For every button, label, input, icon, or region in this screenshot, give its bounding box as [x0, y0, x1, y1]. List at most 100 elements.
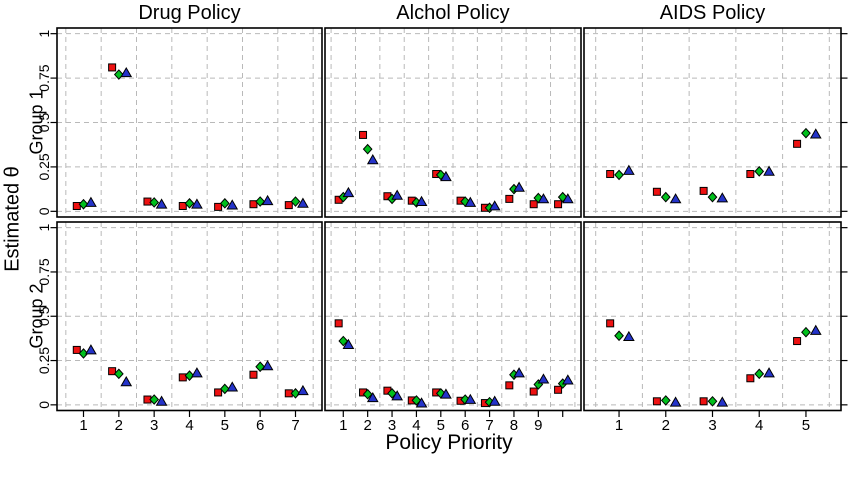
- x-tick-label: 1: [615, 417, 623, 434]
- marker-diamond: [255, 361, 266, 373]
- x-tick-label: 5: [221, 417, 229, 434]
- x-tick-label: 2: [115, 417, 123, 434]
- marker-triangle: [809, 324, 822, 335]
- marker-square: [529, 387, 538, 396]
- x-tick-label: 3: [150, 417, 158, 434]
- marker-diamond: [754, 368, 765, 380]
- x-tick-label: 7: [485, 417, 493, 434]
- marker-triangle: [297, 197, 309, 208]
- marker-diamond: [614, 330, 624, 342]
- y-tick-label: 0: [36, 207, 52, 215]
- marker-square: [554, 385, 563, 394]
- y-tick-label: 1: [36, 224, 52, 232]
- y-tick-label: 0.5: [36, 113, 52, 133]
- marker-square: [505, 194, 514, 203]
- panel-group-2-drug-policy: [56, 221, 323, 412]
- marker-square: [746, 374, 755, 383]
- marker-diamond: [362, 388, 373, 400]
- x-tick-label: 2: [363, 417, 371, 434]
- marker-square: [529, 200, 538, 209]
- marker-diamond: [707, 395, 718, 407]
- marker-triangle: [297, 384, 309, 396]
- marker-diamond: [660, 395, 671, 406]
- panel-group-1-drug-policy: [56, 27, 323, 218]
- marker-diamond: [387, 387, 397, 399]
- marker-square: [214, 388, 223, 397]
- x-tick-label: 7: [291, 417, 299, 434]
- marker-diamond: [614, 169, 624, 181]
- panel-group-2-aids-policy: [583, 221, 842, 412]
- x-tick-label: 1: [339, 417, 347, 434]
- marker-square: [143, 197, 152, 206]
- x-tick-label: 2: [662, 417, 670, 434]
- marker-square: [72, 202, 81, 211]
- marker-triangle: [440, 170, 452, 182]
- marker-triangle: [488, 200, 501, 211]
- marker-square: [178, 373, 187, 382]
- x-tick-label: 5: [437, 417, 445, 434]
- marker-triangle: [537, 373, 550, 384]
- marker-diamond: [362, 143, 373, 155]
- marker-triangle: [85, 196, 97, 207]
- panel-group-1-aids-policy: [583, 27, 842, 218]
- marker-triangle: [561, 193, 574, 204]
- marker-diamond: [707, 191, 718, 203]
- marker-diamond: [411, 395, 422, 406]
- marker-square: [359, 130, 368, 139]
- marker-triangle: [366, 391, 379, 403]
- marker-triangle: [226, 199, 239, 210]
- marker-triangle: [669, 193, 682, 204]
- y-tick-label: 0.25: [36, 347, 52, 374]
- x-tick-label: 1: [79, 417, 87, 434]
- marker-triangle: [85, 344, 97, 355]
- marker-square: [652, 187, 661, 196]
- marker-square: [793, 337, 802, 346]
- marker-triangle: [415, 397, 428, 408]
- marker-triangle: [342, 186, 355, 198]
- x-tick-label: 5: [802, 417, 810, 434]
- marker-square: [746, 170, 755, 179]
- marker-triangle: [120, 376, 133, 387]
- marker-square: [606, 170, 615, 179]
- marker-diamond: [338, 335, 349, 347]
- marker-triangle: [622, 330, 635, 342]
- y-tick-label: 0.25: [36, 153, 52, 180]
- marker-diamond: [149, 197, 160, 208]
- marker-triangle: [561, 374, 574, 385]
- marker-triangle: [464, 196, 477, 207]
- y-tick-label: 0.75: [36, 64, 52, 91]
- marker-triangle: [669, 396, 682, 407]
- marker-square: [334, 319, 343, 328]
- marker-square: [108, 63, 117, 72]
- marker-diamond: [149, 394, 160, 405]
- x-tick-label: 4: [185, 417, 193, 434]
- marker-triangle: [155, 198, 168, 209]
- x-tick-label: 3: [388, 417, 396, 434]
- y-tick-label: 0: [36, 401, 52, 409]
- marker-diamond: [184, 370, 195, 381]
- marker-triangle: [120, 66, 133, 78]
- row-label-group-1: Group 1: [26, 89, 47, 155]
- marker-square: [606, 319, 615, 328]
- marker-triangle: [464, 393, 477, 404]
- x-tick-label: 8: [510, 417, 518, 434]
- x-tick-label: 3: [708, 417, 716, 434]
- y-tick-label: 1: [36, 30, 52, 38]
- marker-triangle: [342, 338, 355, 349]
- marker-triangle: [488, 395, 501, 406]
- marker-diamond: [184, 197, 195, 209]
- panel-border: [324, 27, 582, 218]
- marker-square: [652, 397, 661, 406]
- x-axis-title: Policy Priority: [385, 431, 513, 454]
- marker-diamond: [801, 127, 811, 139]
- marker-square: [699, 186, 708, 195]
- y-axis-title: Estimated θ: [1, 166, 24, 272]
- marker-triangle: [513, 181, 525, 192]
- marker-triangle: [716, 192, 729, 203]
- marker-square: [554, 200, 563, 209]
- marker-diamond: [255, 196, 266, 207]
- marker-square: [505, 381, 514, 390]
- marker-diamond: [290, 196, 301, 207]
